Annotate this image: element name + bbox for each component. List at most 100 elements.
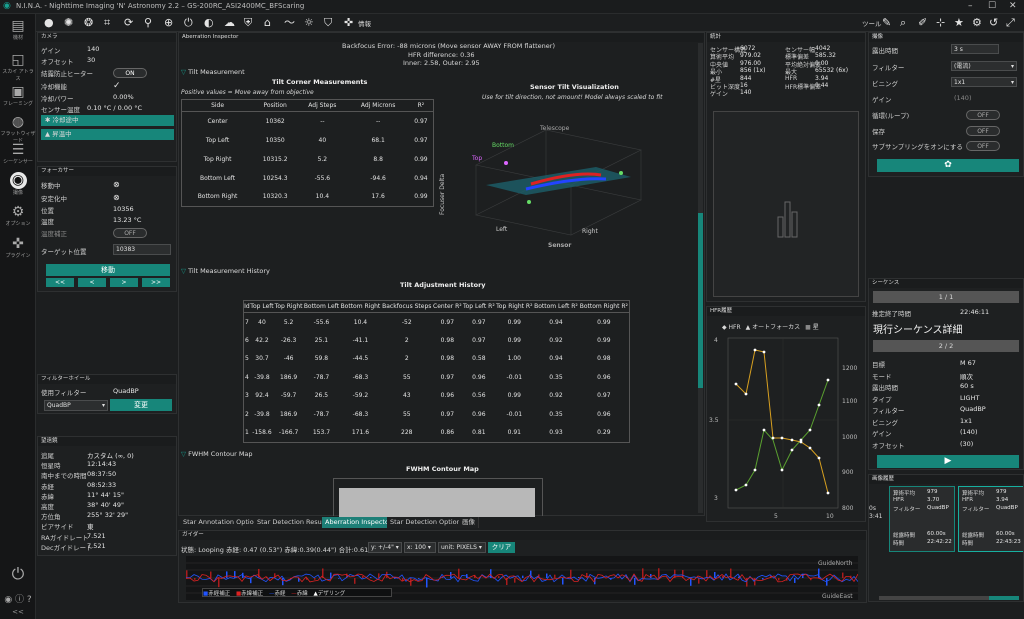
nav-sequencer[interactable]: ☰ シーケンサー: [0, 142, 36, 165]
bulb-icon[interactable]: ☼: [304, 16, 314, 29]
nav-flatwizard[interactable]: ◍ フラットウィザード: [0, 114, 36, 144]
filter-select[interactable]: (電流) ▾: [951, 61, 1017, 71]
row-label: フィルター: [872, 407, 905, 415]
step-forward-large-button[interactable]: >>: [142, 278, 170, 287]
weather-icon[interactable]: ☁: [224, 16, 235, 29]
expand-icon[interactable]: ⤢: [1006, 16, 1015, 29]
brush-icon[interactable]: ✎: [882, 16, 892, 29]
tab-star-detection-options[interactable]: Star Detection Options: [387, 517, 469, 528]
y-scale-select[interactable]: y: +/-4" ▾: [368, 542, 402, 553]
filterwheel-icon[interactable]: ✺: [64, 16, 74, 29]
scrollbar-thumb[interactable]: [698, 213, 703, 388]
star-icon[interactable]: ★: [954, 16, 964, 29]
loop-toggle[interactable]: OFF: [966, 110, 1000, 120]
history-card-partial[interactable]: 0s 3:41: [869, 505, 882, 521]
table-cell: -55.6: [313, 318, 330, 326]
tab-star-annotation[interactable]: Star Annotation Options: [180, 517, 266, 528]
step-back-large-button[interactable]: <<: [46, 278, 74, 287]
minimize-icon[interactable]: –: [968, 1, 973, 11]
maximize-icon[interactable]: ☐: [988, 1, 997, 11]
tilt-history-section[interactable]: Tilt Measurement History: [181, 267, 270, 275]
puzzle-icon[interactable]: ✜: [344, 16, 354, 29]
table-cell: 10.4: [353, 318, 368, 326]
search-icon[interactable]: ⌕: [900, 16, 907, 29]
table-cell: 0.99: [414, 193, 428, 201]
clear-button[interactable]: クリア: [488, 542, 515, 553]
exposure-input[interactable]: 3 s: [951, 44, 999, 54]
x-scale-select[interactable]: x: 100 ▾: [404, 542, 436, 553]
tab-image[interactable]: 画像: [459, 517, 479, 528]
rotator-icon[interactable]: ⟳: [124, 16, 134, 29]
focus-icon[interactable]: ⌗: [104, 16, 111, 29]
nav-imaging[interactable]: ◉ 撮像: [0, 172, 36, 196]
history-scroll-thumb[interactable]: [989, 596, 1019, 600]
camera-icon[interactable]: ●: [44, 16, 54, 29]
imaging-row: 露出時間: [872, 45, 898, 55]
guide-bar: [842, 572, 844, 578]
capture-button[interactable]: ✿: [877, 159, 1019, 172]
save-toggle[interactable]: OFF: [966, 126, 1000, 136]
flat-icon[interactable]: ◐: [204, 16, 214, 29]
fwhm-title: FWHM Contour Map: [406, 465, 479, 473]
guide-bar: [514, 578, 516, 583]
history-card[interactable]: 算術平均 979 HFR 3.70 フィルター QuadBP 総露時間 60.00s 時…: [889, 486, 955, 552]
warming-button[interactable]: ▲ 昇温中: [41, 129, 174, 140]
histogram-bar: [784, 201, 791, 238]
stat-label: #星: [710, 76, 722, 84]
guide-bar: [426, 578, 428, 588]
guider-icon[interactable]: ⊕: [164, 16, 174, 29]
temp-comp-toggle[interactable]: OFF: [113, 228, 147, 238]
cooling-button[interactable]: ✱ 冷却途中: [41, 115, 174, 126]
start-sequence-button[interactable]: ▶: [877, 455, 1019, 468]
close-icon[interactable]: ✕: [1009, 1, 1017, 11]
info-label[interactable]: 情報: [358, 20, 371, 28]
collapse-icon[interactable]: <<: [12, 608, 24, 616]
pipette-icon[interactable]: ✐: [918, 16, 928, 29]
gear-wheel-icon[interactable]: ❂: [84, 16, 94, 29]
shield-icon[interactable]: ⛉: [324, 16, 333, 29]
binning-select[interactable]: 1x1 ▾: [951, 77, 1017, 87]
chart-line-icon[interactable]: 〜: [284, 16, 295, 29]
stat-value: 979.02: [740, 52, 761, 60]
target-position-input[interactable]: 10383: [113, 244, 171, 255]
tools-label[interactable]: ツール: [862, 20, 882, 28]
safety-icon[interactable]: ⛨: [244, 16, 253, 29]
scrollbar[interactable]: [698, 43, 703, 513]
fwhm-section[interactable]: FWHM Contour Map: [181, 450, 252, 458]
change-filter-button[interactable]: 変更: [110, 399, 172, 411]
table-row: Top Left 10350 40 68.1 0.97: [182, 131, 434, 150]
step-back-button[interactable]: <: [78, 278, 106, 287]
nav-skyatlas[interactable]: ◱ スカイ アトラス: [0, 52, 36, 82]
guide-bar: [690, 578, 692, 586]
tab-aberration-inspector[interactable]: Aberration Inspector: [322, 517, 396, 528]
filter-select[interactable]: QuadBP ▾: [44, 400, 108, 411]
cross-icon: ⊗: [113, 193, 120, 202]
power-button[interactable]: ⏻: [0, 566, 36, 582]
history-scrollbar[interactable]: [879, 596, 1019, 600]
positive-note: Positive values = Move away from objecti…: [181, 89, 314, 96]
table-cell: -39.8: [254, 410, 270, 418]
dome-icon[interactable]: ⌂: [264, 16, 271, 29]
nav-options[interactable]: ⚙ オプション: [0, 204, 36, 227]
switch-icon[interactable]: ⏻: [184, 16, 193, 29]
nav-framing[interactable]: ▣ フレーミング: [0, 84, 36, 107]
history-card-selected[interactable]: 算術平均 979 HFR 3.94 フィルター QuadBP 総露時間 60.00s 時…: [958, 486, 1023, 552]
move-button[interactable]: 移動: [46, 264, 170, 276]
dew-heater-toggle[interactable]: ON: [113, 68, 147, 78]
settings-icon[interactable]: ⚙: [972, 16, 982, 29]
statistics-panel: 統計 センサー構造 6072 算術平均 979.02 中央値 976.00 最小 856 (1…: [706, 32, 866, 302]
card-value: 60.00s: [996, 531, 1015, 537]
unit-select[interactable]: unit: PIXELS ▾: [438, 542, 486, 553]
tilt-measurement-section[interactable]: Tilt Measurement: [181, 68, 245, 76]
nav-plugins[interactable]: ✜ プラグイン: [0, 236, 36, 259]
step-forward-button[interactable]: >: [110, 278, 138, 287]
aperture-icon: ✿: [944, 160, 952, 170]
crosshair-icon[interactable]: ⊹: [936, 16, 946, 29]
nav-equipment[interactable]: ▤ 機材: [0, 18, 36, 41]
telescope-icon[interactable]: ⚲: [144, 16, 153, 29]
row-label: オフセット: [41, 58, 74, 66]
legend-label: 赤経補正: [208, 591, 231, 597]
eye-icon[interactable]: ◉ ⓘ ?: [4, 595, 32, 605]
subsample-toggle[interactable]: OFF: [966, 141, 1000, 151]
reset-icon[interactable]: ↺: [989, 16, 999, 29]
